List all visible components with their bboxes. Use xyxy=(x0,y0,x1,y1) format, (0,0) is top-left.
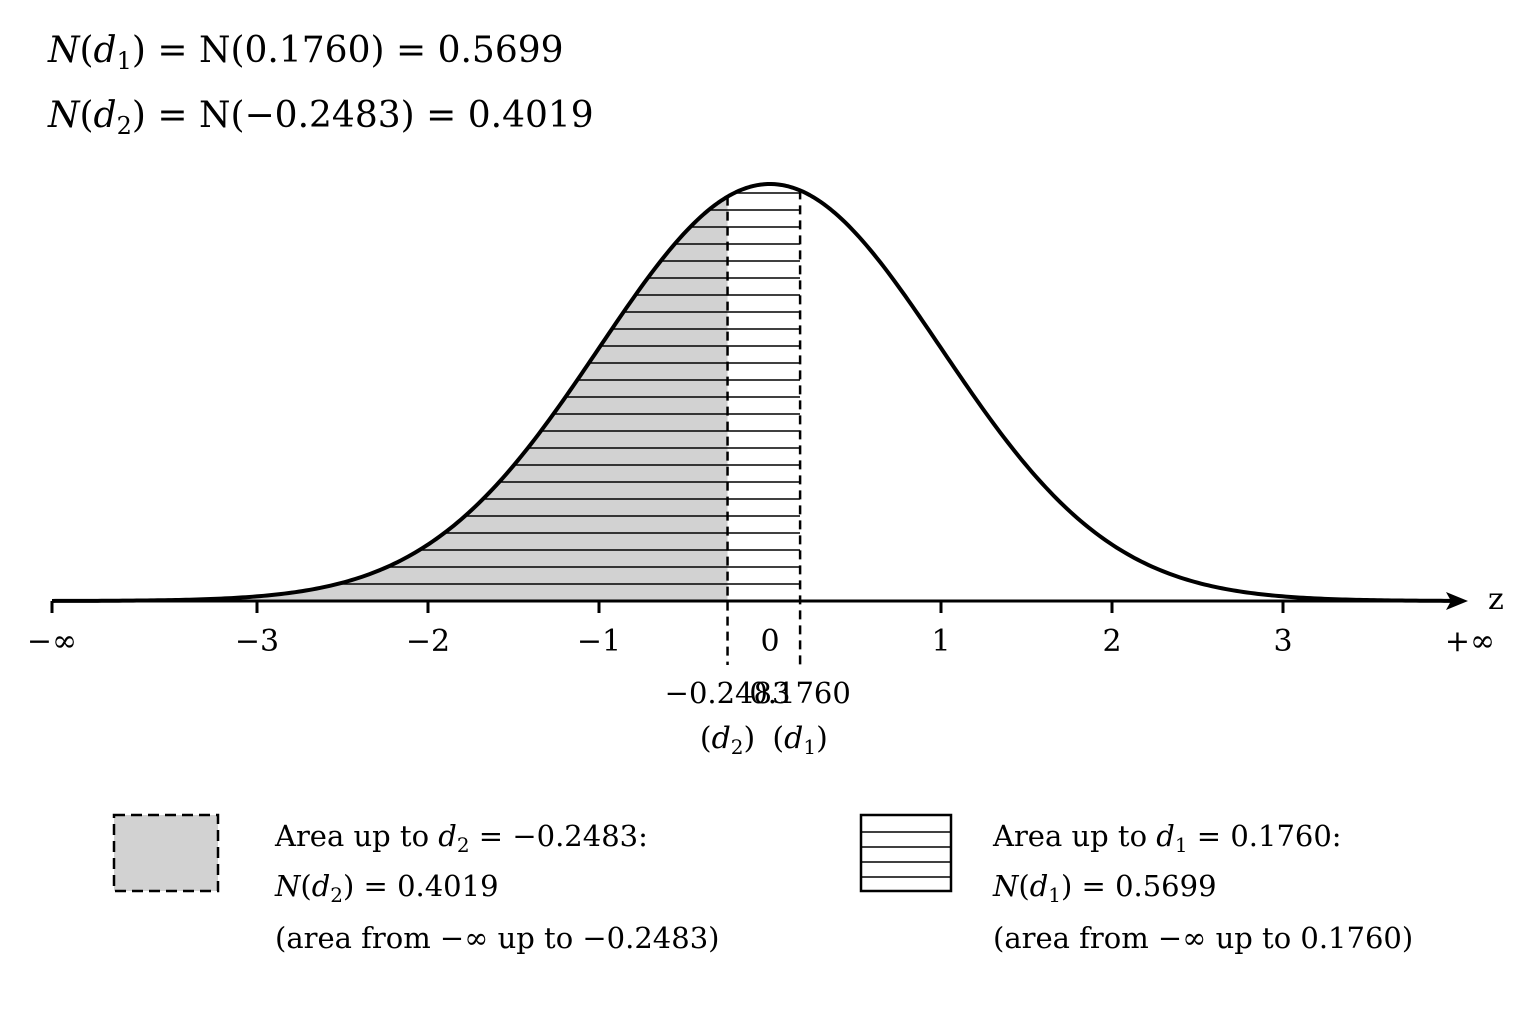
x-axis-tick-labels: −∞ −3 −2 −1 0 1 2 3 +∞ xyxy=(27,624,1495,659)
legend-1-line-3: (area from −∞ up to −0.2483) xyxy=(275,921,719,955)
legend-1-line-1-symbol: d xyxy=(438,819,457,853)
legend-1-line-1-post: = −0.2483: xyxy=(470,819,648,853)
legend-2-line-1-sub: 1 xyxy=(1175,833,1188,857)
eq2-lhs: N xyxy=(47,95,81,136)
x-tick-label: 1 xyxy=(931,624,950,659)
marker-symbol-label: (d1) xyxy=(772,721,827,759)
eq2-rest: = N(−0.2483) = 0.4019 xyxy=(146,95,594,136)
legend-1-line-2-symbol: d xyxy=(312,869,331,903)
x-tick-label: −2 xyxy=(406,624,450,659)
x-tick-label: −1 xyxy=(577,624,621,659)
marker-labels: −0.2483 (d2) 0.1760 (d1) xyxy=(665,676,851,759)
marker-lines xyxy=(726,190,802,665)
legend-1-line-1-pre: Area up to xyxy=(274,819,438,853)
legend-2-line-1-symbol: d xyxy=(1156,819,1175,853)
equation-n-d1: N(d1) = N(0.1760) = 0.5699 xyxy=(47,30,564,75)
legend-2-line-2-sub: 1 xyxy=(1048,883,1061,907)
x-axis-label: z xyxy=(1488,582,1504,617)
legend-1-line-2-post: ) = 0.4019 xyxy=(343,869,499,903)
shaded-area-up-to-d2 xyxy=(52,196,728,601)
x-tick-label: −∞ xyxy=(27,624,77,659)
legend-2-line-2: N(d1) = 0.5699 xyxy=(992,869,1217,907)
x-tick-label: 3 xyxy=(1273,624,1292,659)
eq2-arg-symbol: d xyxy=(94,95,117,136)
legend-swatch-gray xyxy=(112,813,220,893)
legend-1-line-1: Area up to d2 = −0.2483: xyxy=(274,819,648,857)
legend-2-line-3: (area from −∞ up to 0.1760) xyxy=(993,921,1413,955)
legend-2-line-2-symbol: d xyxy=(1030,869,1049,903)
x-axis-arrowhead xyxy=(1446,592,1468,610)
legend-1-line-1-sub: 2 xyxy=(457,833,470,857)
legend-1-line-2-sub: 2 xyxy=(330,883,343,907)
legend-2-line-1-post: = 0.1760: xyxy=(1188,819,1342,853)
legend-2-line-2-post: ) = 0.5699 xyxy=(1061,869,1217,903)
eq1-rest: = N(0.1760) = 0.5699 xyxy=(146,30,564,71)
eq1-arg-subscript: 1 xyxy=(117,47,132,75)
eq2-arg-subscript: 2 xyxy=(117,112,132,140)
marker-symbol-label: (d2) xyxy=(700,721,755,759)
marker-value-label: 0.1760 xyxy=(749,676,850,710)
eq1-lhs: N xyxy=(47,30,81,71)
legend-2-line-1-pre: Area up to xyxy=(992,819,1156,853)
x-tick-label: 0 xyxy=(760,624,779,659)
x-tick-label: +∞ xyxy=(1445,624,1495,659)
x-tick-label: −3 xyxy=(235,624,279,659)
legend-swatch-hatched xyxy=(859,813,953,893)
legend-swatch-hatched-frame xyxy=(859,813,953,893)
eq1-arg-symbol: d xyxy=(94,30,117,71)
normal-density-curve xyxy=(51,182,1463,603)
legend: Area up to d2 = −0.2483: N(d2) = 0.4019 … xyxy=(112,813,1413,955)
legend-1-line-2: N(d2) = 0.4019 xyxy=(274,869,499,907)
equation-n-d2: N(d2) = N(−0.2483) = 0.4019 xyxy=(47,95,594,140)
legend-2-line-1: Area up to d1 = 0.1760: xyxy=(992,819,1342,857)
marker-value-label: −0.2483 xyxy=(665,676,791,710)
x-tick-label: 2 xyxy=(1102,624,1121,659)
x-axis-ticks xyxy=(50,601,1285,613)
